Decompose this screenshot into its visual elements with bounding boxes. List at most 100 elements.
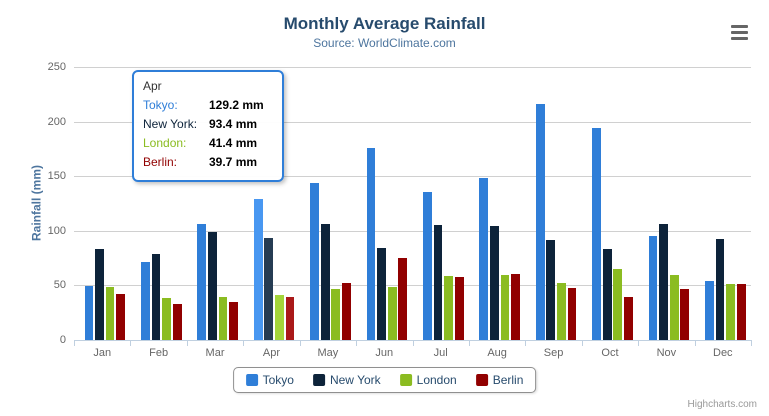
gridline-250: [74, 67, 751, 68]
x-axis-tick: [356, 341, 358, 346]
bar-new-york-dec[interactable]: [715, 239, 725, 340]
tooltip-row-tokyo: Tokyo: 129.2 mm: [143, 96, 273, 115]
bar-berlin-jan[interactable]: [116, 293, 126, 340]
tooltip-series-name: London:: [143, 136, 187, 150]
chart-subtitle: Source: WorldClimate.com: [313, 36, 456, 50]
bar-berlin-may[interactable]: [341, 282, 351, 340]
tooltip-rows: Tokyo: 129.2 mm New York: 93.4 mm London: 41.…: [143, 96, 273, 172]
x-axis-line: [74, 340, 752, 341]
bar-new-york-may[interactable]: [320, 224, 330, 340]
credits-link[interactable]: Highcharts.com: [687, 399, 757, 410]
x-axis-tick: [130, 341, 132, 346]
bar-london-dec[interactable]: [726, 284, 736, 340]
bar-new-york-sep[interactable]: [546, 240, 556, 340]
bar-berlin-apr[interactable]: [285, 296, 295, 340]
y-axis-label-50: 50: [53, 279, 66, 292]
legend-label: Berlin: [492, 373, 524, 387]
bar-new-york-apr[interactable]: [264, 238, 274, 340]
bar-new-york-jan[interactable]: [95, 248, 104, 340]
y-axis-label-0: 0: [59, 334, 66, 346]
bar-new-york-jun[interactable]: [377, 247, 386, 340]
bar-berlin-dec[interactable]: [736, 284, 746, 340]
tooltip-row-london: London: 41.4 mm: [143, 134, 273, 153]
x-axis-tick: [751, 341, 752, 346]
bar-london-feb[interactable]: [162, 297, 171, 340]
legend-item-london[interactable]: London: [399, 373, 457, 387]
gridline-150: [74, 176, 751, 178]
gridline-100: [74, 230, 751, 232]
bar-london-jun[interactable]: [387, 287, 397, 340]
bar-tokyo-dec[interactable]: [705, 280, 714, 340]
bar-tokyo-jul[interactable]: [423, 191, 432, 340]
legend-item-new-york[interactable]: New York: [312, 373, 381, 387]
bar-tokyo-feb[interactable]: [140, 261, 150, 340]
bar-new-york-nov[interactable]: [659, 223, 669, 340]
x-axis-label-nov: Nov: [656, 347, 677, 359]
gridline-50: [74, 285, 751, 287]
bar-tokyo-jun[interactable]: [366, 147, 376, 340]
bar-london-mar[interactable]: [218, 297, 228, 340]
x-axis-tick: [299, 341, 301, 346]
bar-london-jul[interactable]: [444, 275, 453, 340]
legend-label: New York: [329, 373, 381, 387]
x-axis-tick: [412, 341, 414, 346]
bar-tokyo-sep[interactable]: [535, 103, 545, 340]
tooltip-category: Apr: [143, 79, 162, 93]
legend-swatch-icon: [312, 374, 325, 386]
legend-item-berlin[interactable]: Berlin: [475, 373, 524, 387]
bar-new-york-oct[interactable]: [602, 248, 612, 340]
x-axis-tick: [74, 341, 75, 346]
chart-title: Monthly Average Rainfall: [283, 14, 486, 33]
bar-tokyo-mar[interactable]: [197, 223, 207, 340]
x-axis-tick: [638, 341, 640, 346]
bar-berlin-feb[interactable]: [172, 303, 182, 340]
x-axis-tick: [243, 341, 245, 346]
legend-label: London: [416, 373, 457, 387]
x-axis-label-may: May: [317, 347, 339, 359]
bar-london-jan[interactable]: [105, 286, 115, 340]
tooltip: Apr Tokyo: 129.2 mm New York: 93.4 mm London…: [132, 70, 284, 182]
x-axis-tick: [186, 341, 188, 346]
x-axis-label-apr: Apr: [262, 347, 281, 359]
bar-london-apr[interactable]: [274, 294, 284, 340]
bar-tokyo-oct[interactable]: [592, 128, 602, 340]
bar-london-sep[interactable]: [557, 282, 566, 340]
plot-area: [74, 67, 751, 340]
x-axis-label-feb: Feb: [149, 347, 169, 359]
bar-berlin-nov[interactable]: [680, 288, 690, 340]
bar-tokyo-nov[interactable]: [648, 235, 658, 340]
tooltip-row-berlin: Berlin: 39.7 mm: [143, 153, 273, 172]
bar-berlin-aug[interactable]: [511, 274, 520, 340]
bar-london-nov[interactable]: [669, 275, 679, 340]
bar-tokyo-jan[interactable]: [84, 285, 94, 340]
bar-tokyo-apr[interactable]: [253, 198, 263, 340]
tooltip-series-value: 129.2 mm: [209, 98, 264, 112]
bar-berlin-mar[interactable]: [229, 302, 238, 340]
legend: Tokyo New York London Berlin: [232, 367, 537, 393]
x-axis-tick: [468, 341, 470, 346]
tooltip-series-value: 39.7 mm: [209, 155, 258, 169]
legend-item-tokyo[interactable]: Tokyo: [245, 373, 294, 387]
bar-berlin-oct[interactable]: [624, 297, 633, 340]
y-axis-label-100: 100: [47, 224, 66, 237]
bar-new-york-aug[interactable]: [490, 226, 499, 340]
tooltip-series-name: Tokyo:: [143, 98, 178, 112]
y-axis-title: Rainfall (mm): [29, 165, 44, 242]
bar-new-york-mar[interactable]: [207, 232, 217, 340]
tooltip-series-name: Berlin:: [143, 155, 178, 169]
bar-london-aug[interactable]: [500, 274, 510, 340]
bar-berlin-sep[interactable]: [567, 288, 577, 340]
legend-label: Tokyo: [262, 373, 294, 387]
bar-berlin-jun[interactable]: [398, 257, 408, 340]
bar-new-york-feb[interactable]: [151, 253, 161, 340]
gridline-200: [74, 121, 751, 123]
export-menu-button[interactable]: [727, 20, 751, 42]
bar-london-may[interactable]: [331, 288, 341, 340]
bar-tokyo-may[interactable]: [310, 182, 319, 340]
x-axis-label-jul: Jul: [433, 347, 448, 359]
bar-london-oct[interactable]: [613, 268, 623, 340]
bar-new-york-jul[interactable]: [433, 225, 443, 340]
bar-tokyo-aug[interactable]: [479, 177, 489, 340]
bar-berlin-jul[interactable]: [454, 277, 464, 340]
